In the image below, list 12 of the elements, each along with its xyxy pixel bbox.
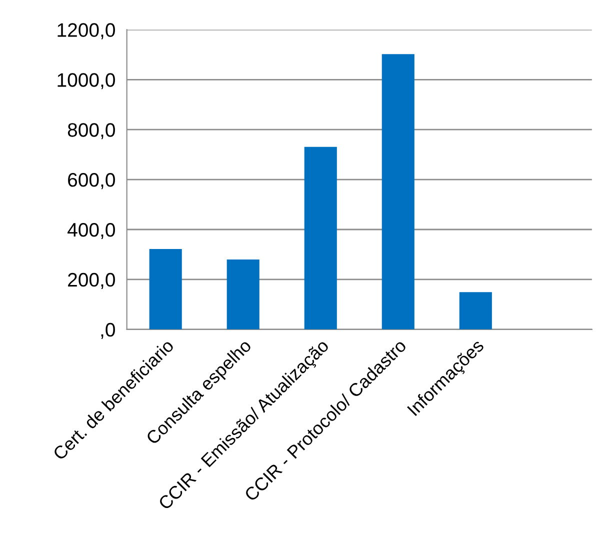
bar: [382, 54, 414, 330]
y-tick-label: 200,0: [68, 272, 115, 289]
bar: [226, 259, 260, 330]
y-tick-label: 1000,0: [58, 73, 115, 90]
y-tick-label: ,0: [101, 322, 115, 339]
bar: [304, 146, 337, 330]
y-tick-label: 1200,0: [58, 23, 115, 40]
y-tick-label: 600,0: [68, 173, 115, 190]
y-tick-label: 400,0: [68, 222, 115, 240]
bar: [149, 248, 182, 330]
y-tick-label: 800,0: [68, 123, 115, 140]
bar: [459, 292, 492, 330]
